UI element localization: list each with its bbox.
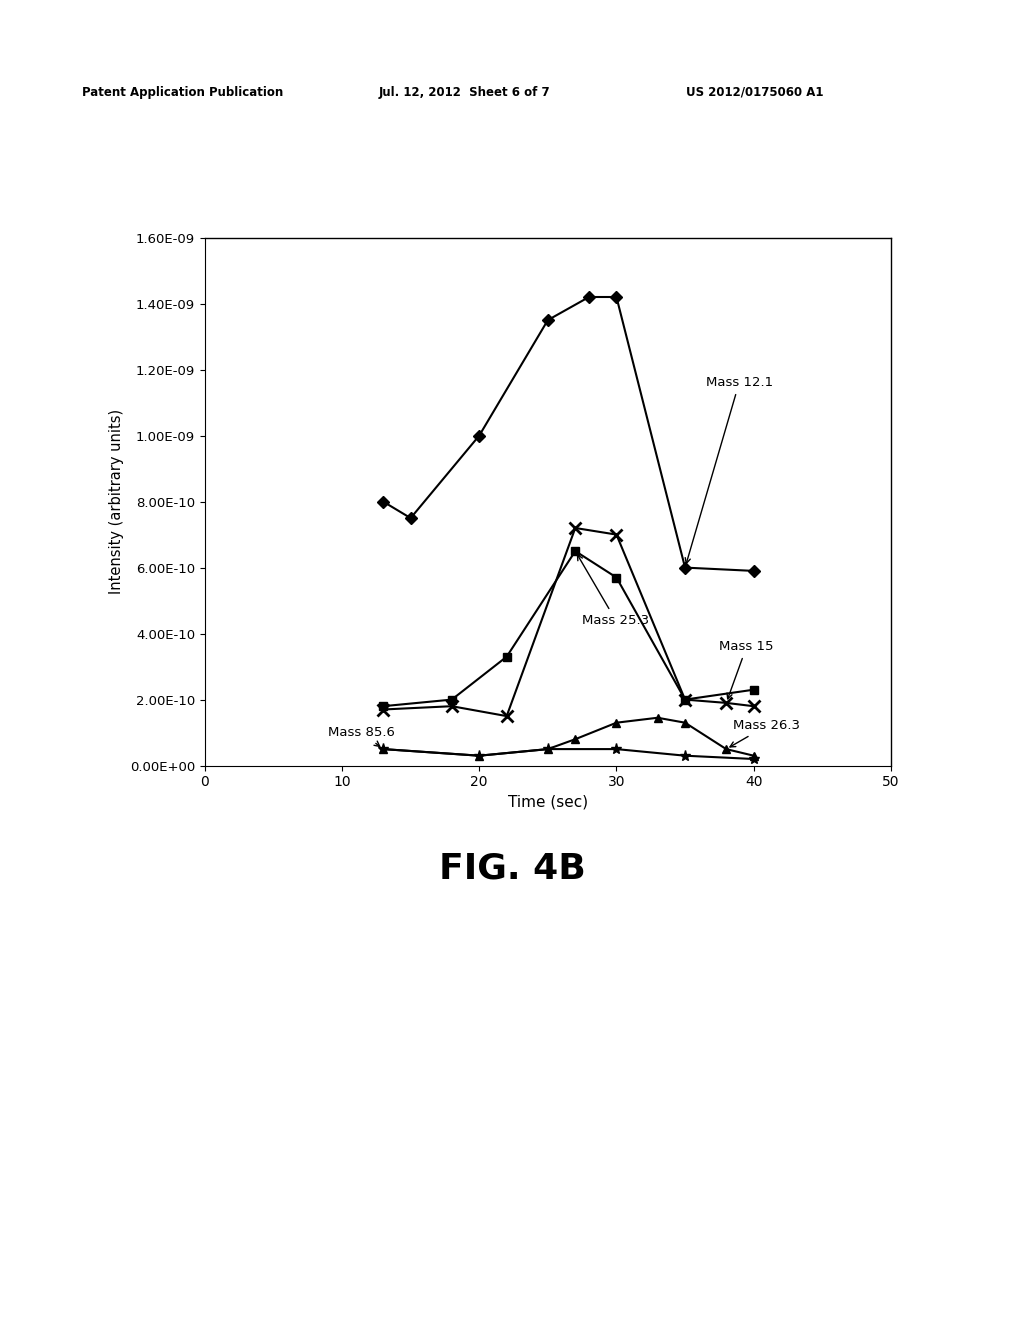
Y-axis label: Intensity (arbitrary units): Intensity (arbitrary units)	[110, 409, 124, 594]
Text: Mass 25.3: Mass 25.3	[578, 554, 649, 627]
Text: Mass 85.6: Mass 85.6	[329, 726, 395, 746]
Text: Mass 15: Mass 15	[720, 640, 774, 698]
Text: Patent Application Publication: Patent Application Publication	[82, 86, 284, 99]
Text: US 2012/0175060 A1: US 2012/0175060 A1	[686, 86, 823, 99]
Text: FIG. 4B: FIG. 4B	[438, 851, 586, 886]
Text: Mass 12.1: Mass 12.1	[685, 376, 773, 564]
X-axis label: Time (sec): Time (sec)	[508, 795, 588, 810]
Text: Jul. 12, 2012  Sheet 6 of 7: Jul. 12, 2012 Sheet 6 of 7	[379, 86, 551, 99]
Text: Mass 26.3: Mass 26.3	[730, 719, 800, 747]
